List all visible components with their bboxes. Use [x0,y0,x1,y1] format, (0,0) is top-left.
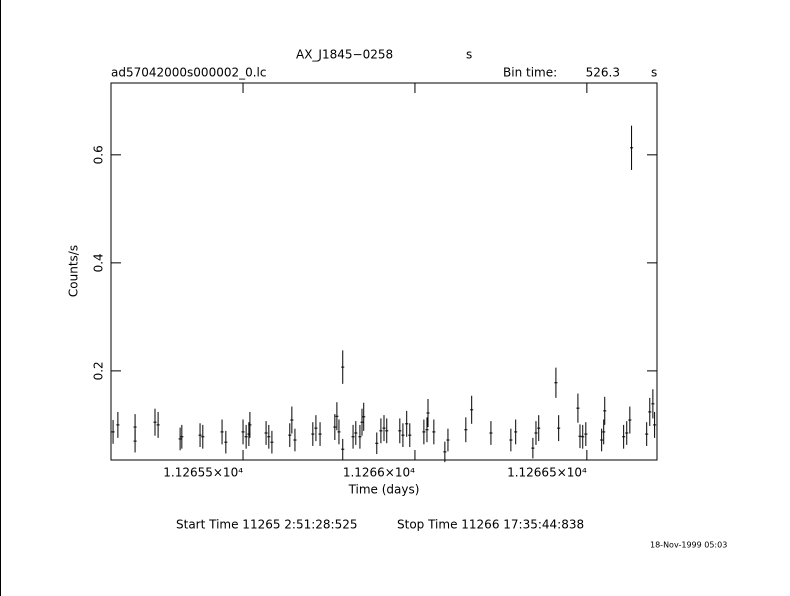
file-name: ad57042000s000002_0.lc [111,66,267,80]
y-tick-label: 0.6 [92,145,106,164]
bin-time-unit: s [651,66,657,80]
date-stamp: 18-Nov-1999 05:03 [650,541,727,550]
x-tick-label: 1.12665×10⁴ [507,466,587,480]
title-unit: s [466,48,472,62]
y-tick-label: 0.4 [92,253,106,272]
x-axis-label: Time (days) [348,483,420,497]
chart-title: AX_J1845−0258 [296,48,393,62]
bin-time: 526.3 [586,66,620,80]
y-tick-label: 0.2 [92,361,106,380]
x-tick-label: 1.12655×10⁴ [163,466,243,480]
y-axis-label: Counts/s [67,245,81,297]
bin-time-label: Bin time: [503,66,557,80]
x-tick-label: 1.1266×10⁴ [343,466,415,480]
stop-time: Stop Time 11266 17:35:44:838 [397,518,584,532]
plot-frame [110,82,658,461]
start-time: Start Time 11265 2:51:28:525 [176,518,358,532]
